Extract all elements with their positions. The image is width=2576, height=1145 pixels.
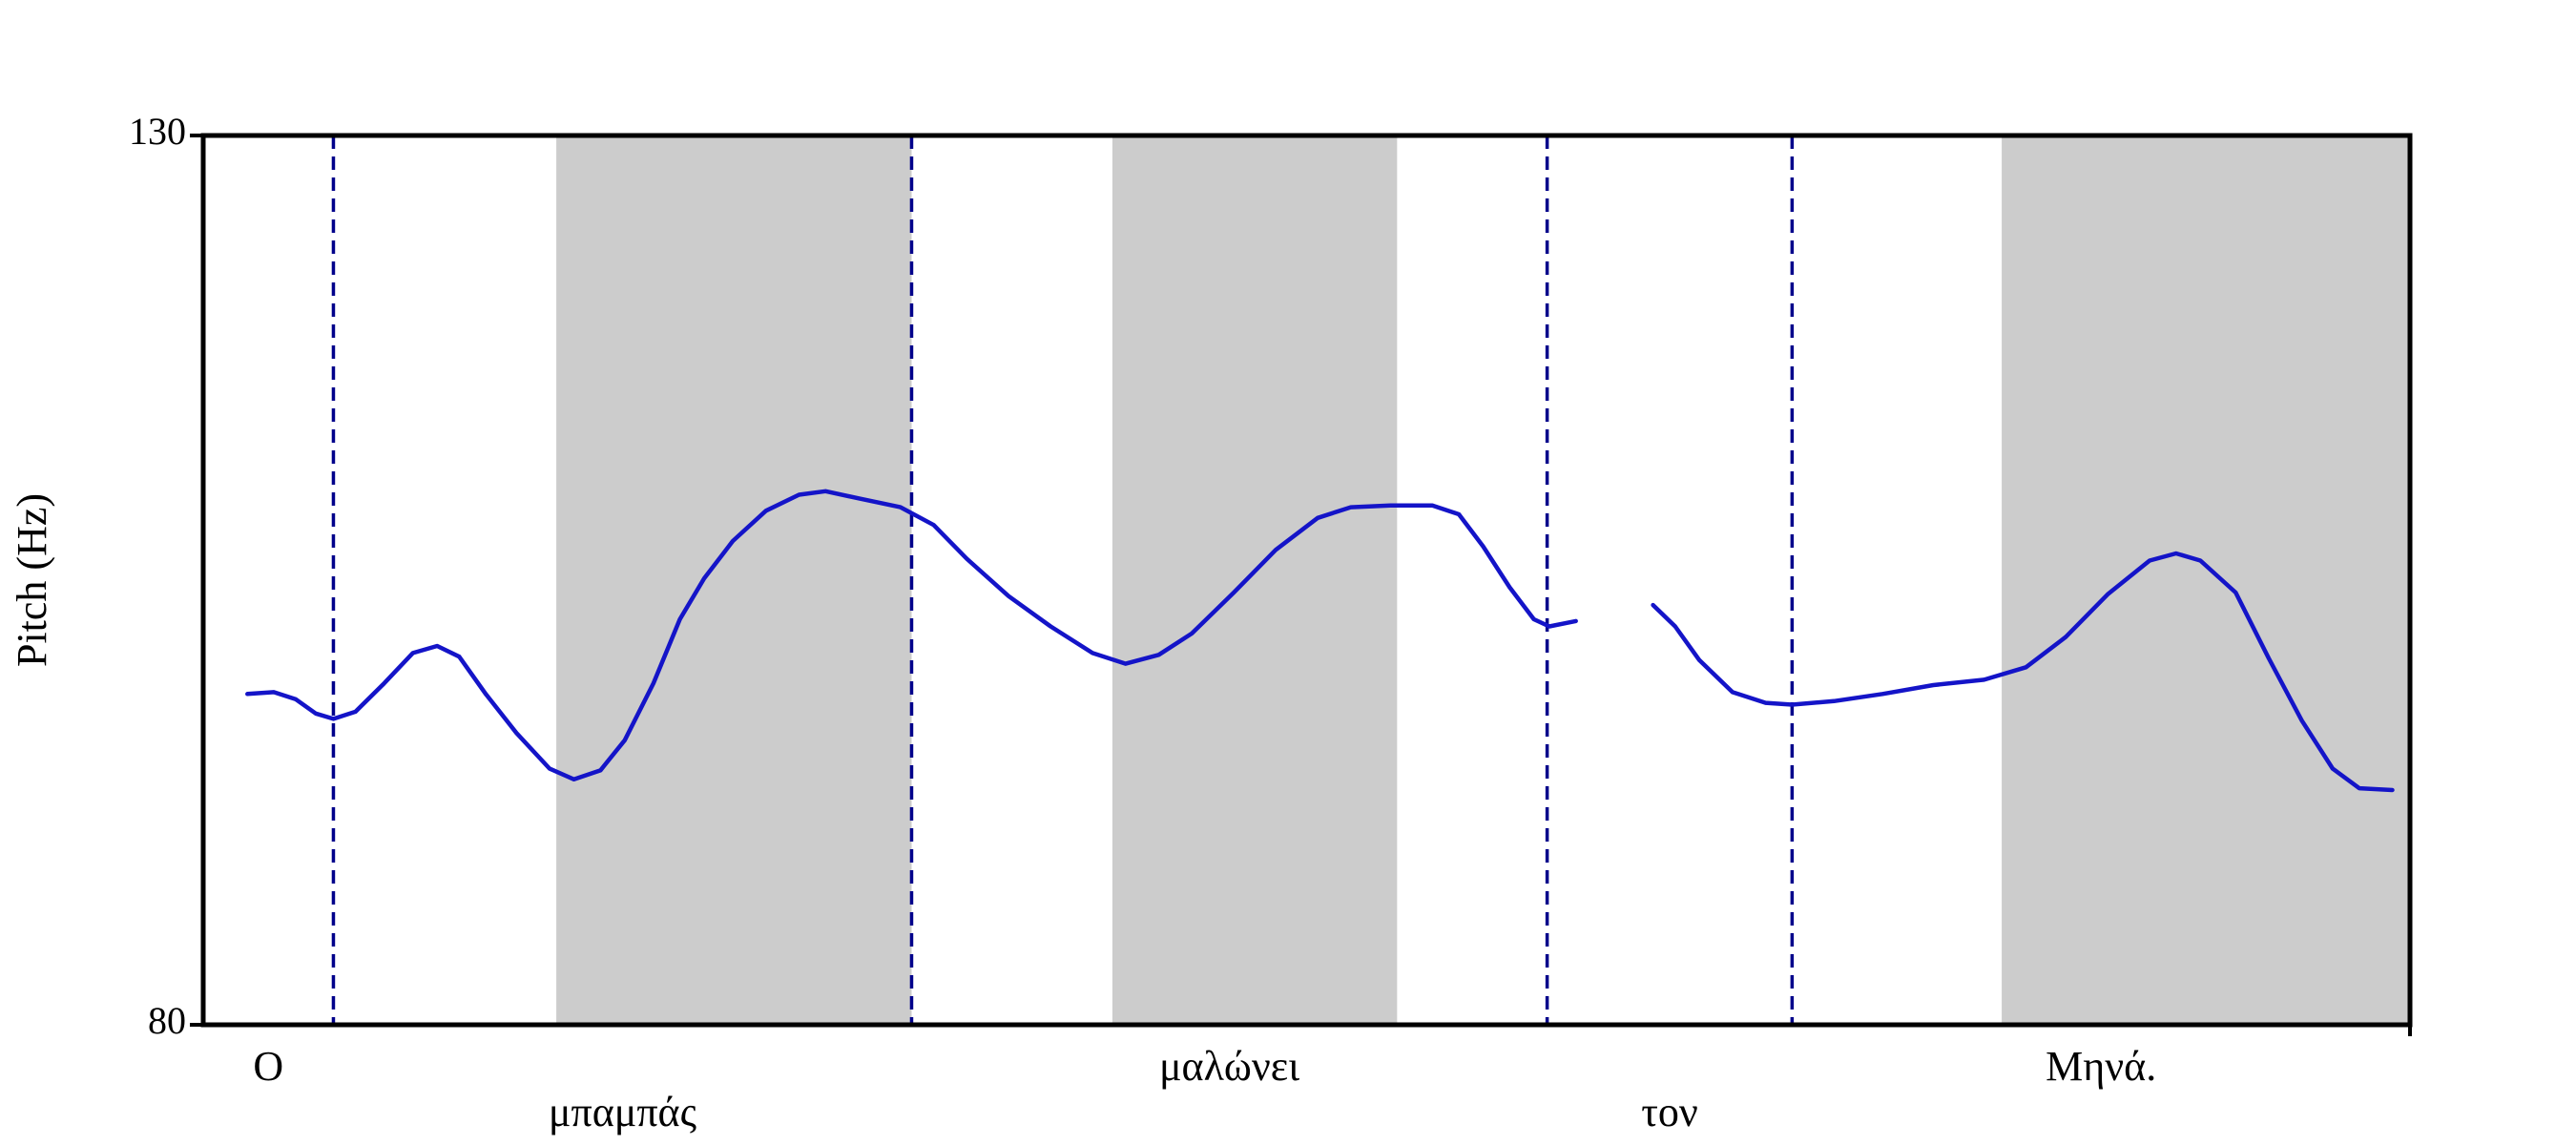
pitch-contour — [245, 489, 1578, 782]
word-label: Ο — [253, 1043, 283, 1090]
word-label: Μηνά. — [2046, 1043, 2156, 1090]
y-tick-label: 130 — [129, 110, 186, 153]
word-label: μαλώνει — [1159, 1043, 1299, 1090]
pitch-contour — [1651, 551, 2395, 793]
word-label: τον — [1641, 1089, 1698, 1135]
stressed-region — [556, 135, 912, 1025]
plot-frame — [200, 133, 2413, 1028]
y-axis-label: Pitch (Hz) — [9, 493, 55, 667]
stressed-region — [2002, 135, 2410, 1025]
word-label: μπαμπάς — [549, 1089, 696, 1135]
y-tick-label: 80 — [148, 999, 186, 1042]
stressed-region — [1111, 135, 1398, 1025]
